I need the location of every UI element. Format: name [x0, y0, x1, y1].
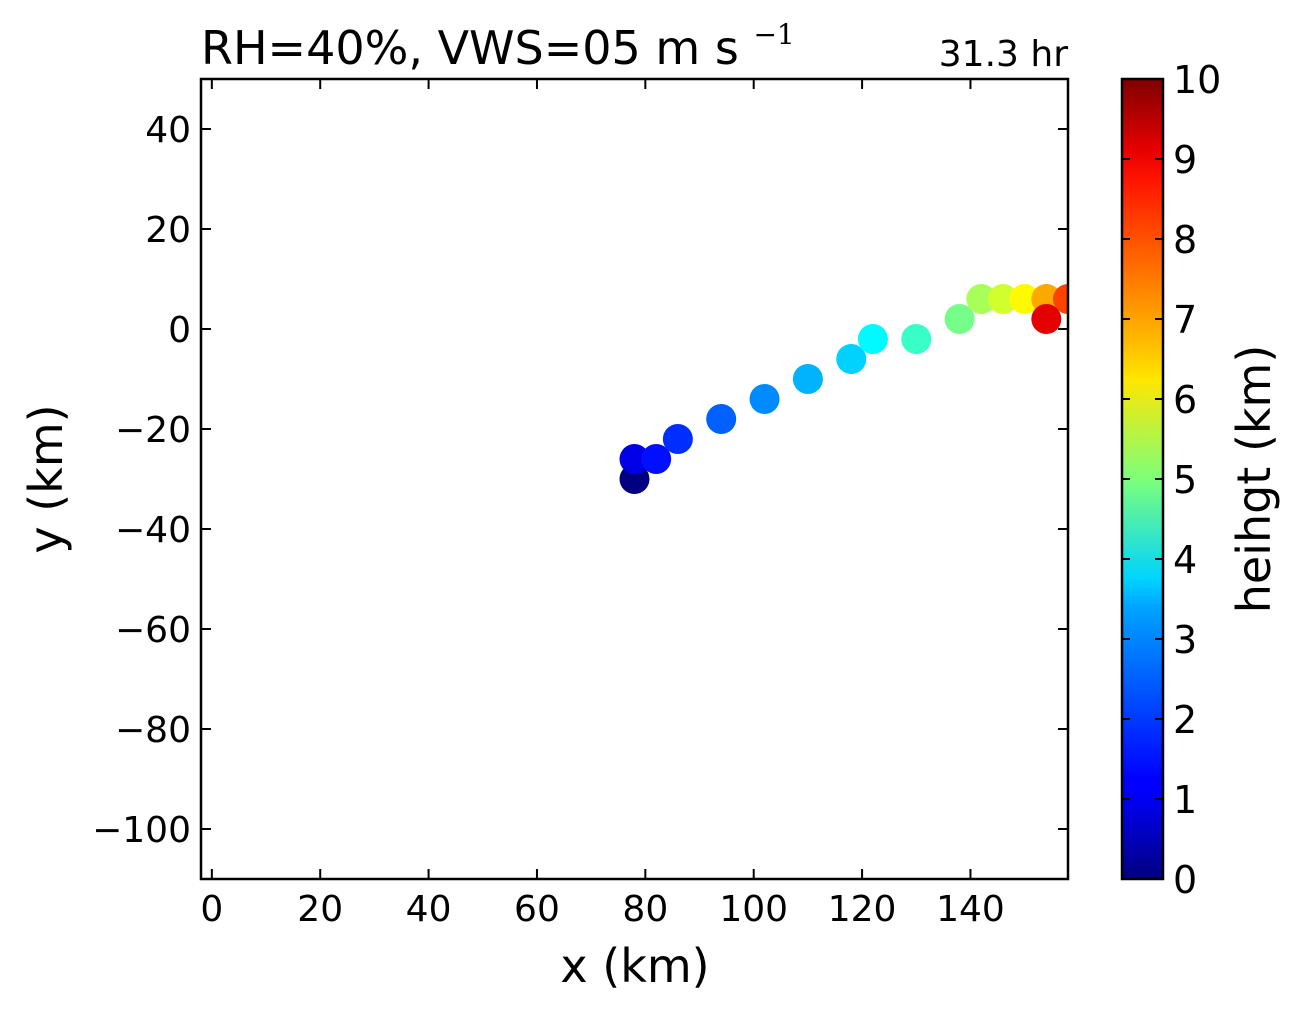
trajectory-point — [857, 324, 888, 354]
colorbar-tick-label: 8 — [1173, 218, 1197, 262]
colorbar-tick-label: 7 — [1173, 298, 1197, 342]
trajectory-point — [619, 444, 650, 474]
trajectory-point — [792, 364, 823, 394]
colorbar-tick-label: 4 — [1173, 538, 1197, 582]
colorbar-tick-label: 3 — [1173, 618, 1197, 662]
trajectory-point — [987, 284, 1018, 314]
time-label: 31.3 hr — [939, 34, 1068, 75]
colorbar-tick-label: 0 — [1173, 858, 1197, 902]
data-points — [619, 284, 1068, 494]
x-axis-ticks: 0 20 40 60 80 100 120 140 — [200, 79, 1005, 930]
chart-title: RH=40%, VWS=05 m s −1 — [201, 18, 795, 75]
trajectory-point — [1053, 284, 1068, 314]
colorbar-ticks: 0 1 2 3 4 5 6 7 8 9 10 — [1122, 58, 1221, 902]
y-tick-label: −60 — [115, 610, 191, 651]
y-tick-label: 20 — [145, 210, 191, 251]
colorbar-tick-label: 6 — [1173, 378, 1197, 422]
colorbar-label: heihgt (km) — [1227, 345, 1281, 614]
y-tick-label: 0 — [168, 310, 191, 351]
y-tick-label: −100 — [92, 810, 191, 851]
colorbar-tick-label: 5 — [1173, 458, 1197, 502]
x-tick-label: 100 — [719, 889, 788, 930]
trajectory-point — [901, 324, 932, 354]
trajectory-point — [966, 284, 997, 314]
trajectory-point — [749, 384, 780, 414]
trajectory-point — [1009, 284, 1040, 314]
trajectory-point — [1031, 304, 1062, 334]
chart-title-main: RH=40%, VWS=05 m s — [201, 21, 739, 75]
x-tick-label: 40 — [406, 889, 452, 930]
x-tick-label: 80 — [622, 889, 668, 930]
trajectory-point — [641, 444, 672, 474]
trajectory-point — [836, 344, 867, 374]
y-tick-label: −20 — [115, 410, 191, 451]
colorbar-tick-label: 10 — [1173, 58, 1221, 102]
x-tick-label: 140 — [936, 889, 1005, 930]
colorbar-tick-label: 2 — [1173, 698, 1197, 742]
x-tick-label: 20 — [297, 889, 343, 930]
x-axis-label: x (km) — [560, 939, 709, 993]
colorbar-tick-label: 9 — [1173, 138, 1197, 182]
colorbar-tick-label: 1 — [1173, 778, 1197, 822]
x-tick-label: 0 — [200, 889, 223, 930]
plot-frame — [199, 77, 1070, 881]
y-axis-label: y (km) — [19, 404, 73, 553]
trajectory-point — [662, 424, 693, 454]
y-tick-label: −40 — [115, 510, 191, 551]
y-tick-label: 40 — [145, 110, 191, 151]
trajectory-point — [706, 404, 737, 434]
y-tick-label: −80 — [115, 710, 191, 751]
y-axis-ticks: 40 20 0 −20 −40 −60 −80 −100 — [92, 110, 1068, 851]
x-tick-label: 60 — [514, 889, 560, 930]
chart-title-superscript: −1 — [753, 18, 794, 51]
trajectory-point — [944, 304, 975, 334]
x-tick-label: 120 — [828, 889, 897, 930]
